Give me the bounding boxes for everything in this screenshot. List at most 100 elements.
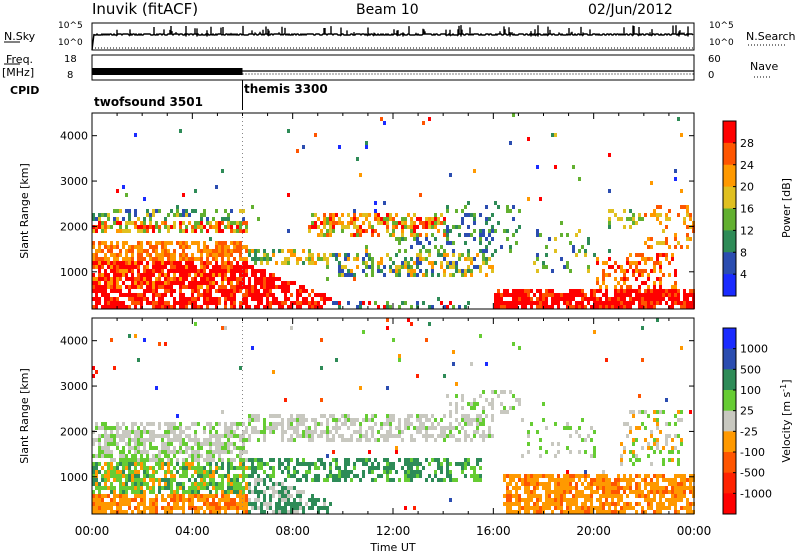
velocity-cell	[563, 494, 566, 498]
velocity-cell	[518, 478, 521, 482]
velocity-cell	[122, 458, 125, 462]
power-cell	[509, 305, 512, 309]
power-cell	[452, 241, 455, 245]
velocity-cell	[281, 426, 284, 430]
velocity-cell	[194, 422, 197, 426]
velocity-cell	[359, 438, 362, 442]
velocity-cell	[509, 474, 512, 478]
power-cell	[320, 297, 323, 301]
velocity-cell	[314, 430, 317, 434]
power-cell	[239, 257, 242, 261]
power-cell	[101, 213, 104, 217]
power-cell	[353, 277, 356, 281]
velocity-cell	[605, 510, 608, 514]
power-cell	[116, 221, 119, 225]
power-cell	[362, 229, 365, 233]
velocity-cell	[242, 498, 245, 502]
velocity-cell	[95, 482, 98, 486]
power-cell	[449, 241, 452, 245]
velocity-cell	[593, 450, 596, 454]
power-cell	[146, 229, 149, 233]
velocity-cell	[281, 510, 284, 514]
velocity-cell	[131, 482, 134, 486]
power-cell	[380, 117, 383, 121]
velocity-cell	[239, 422, 242, 426]
velocity-cell	[359, 430, 362, 434]
power-cell	[134, 293, 137, 297]
power-cell	[188, 213, 191, 217]
power-cell	[209, 285, 212, 289]
power-cell	[200, 253, 203, 257]
velocity-cell	[242, 486, 245, 490]
velocity-cell	[179, 434, 182, 438]
velocity-cell	[188, 490, 191, 494]
power-cell	[107, 301, 110, 305]
velocity-cell	[113, 486, 116, 490]
power-cell	[92, 281, 95, 285]
velocity-cell	[632, 462, 635, 466]
power-cell	[629, 305, 632, 309]
velocity-cell	[413, 470, 416, 474]
velocity-cell	[377, 474, 380, 478]
power-cell	[488, 233, 491, 237]
velocity-cell	[116, 494, 119, 498]
power-cell	[473, 237, 476, 241]
power-cell	[206, 253, 209, 257]
velocity-heatmap-cells	[92, 318, 695, 514]
power-cell	[251, 205, 254, 209]
velocity-cell	[170, 470, 173, 474]
velocity-cell	[221, 490, 224, 494]
power-cell	[155, 241, 158, 245]
power-cell	[284, 261, 287, 265]
power-cell	[668, 209, 671, 213]
velocity-cell	[164, 342, 167, 346]
power-cell	[413, 269, 416, 273]
power-cell	[173, 253, 176, 257]
power-cell	[239, 209, 242, 213]
velocity-cell	[236, 502, 239, 506]
velocity-cell	[146, 482, 149, 486]
velocity-cell	[215, 494, 218, 498]
velocity-cell	[440, 418, 443, 422]
velocity-cell	[176, 498, 179, 502]
power-cell	[686, 213, 689, 217]
velocity-cell	[128, 434, 131, 438]
velocity-cell	[260, 430, 263, 434]
velocity-cell	[632, 490, 635, 494]
power-cell	[311, 305, 314, 309]
power-cell	[500, 293, 503, 297]
power-cell	[194, 297, 197, 301]
velocity-cell	[98, 442, 101, 446]
velocity-cell	[200, 478, 203, 482]
power-cell	[110, 277, 113, 281]
power-cell	[473, 221, 476, 225]
velocity-cell	[599, 502, 602, 506]
power-cell	[533, 293, 536, 297]
velocity-cell	[446, 458, 449, 462]
power-cell	[479, 249, 482, 253]
velocity-cell	[149, 502, 152, 506]
velocity-cell	[182, 458, 185, 462]
velocity-cell	[215, 462, 218, 466]
velocity-cell	[146, 486, 149, 490]
power-cell	[674, 301, 677, 305]
velocity-cell	[233, 422, 236, 426]
velocity-cell	[206, 470, 209, 474]
power-cell	[266, 281, 269, 285]
velocity-cell	[218, 466, 221, 470]
power-cell	[446, 209, 449, 213]
velocity-cell	[368, 470, 371, 474]
power-cell	[566, 261, 569, 265]
power-cell	[185, 301, 188, 305]
power-cell	[365, 145, 368, 149]
power-cell	[131, 285, 134, 289]
power-cell	[578, 289, 581, 293]
power-cell	[182, 305, 185, 309]
velocity-cell	[563, 478, 566, 482]
power-cell	[236, 269, 239, 273]
velocity-cell	[623, 486, 626, 490]
velocity-cell	[113, 426, 116, 430]
power-cell	[689, 293, 692, 297]
velocity-cell	[143, 466, 146, 470]
power-cell	[497, 221, 500, 225]
